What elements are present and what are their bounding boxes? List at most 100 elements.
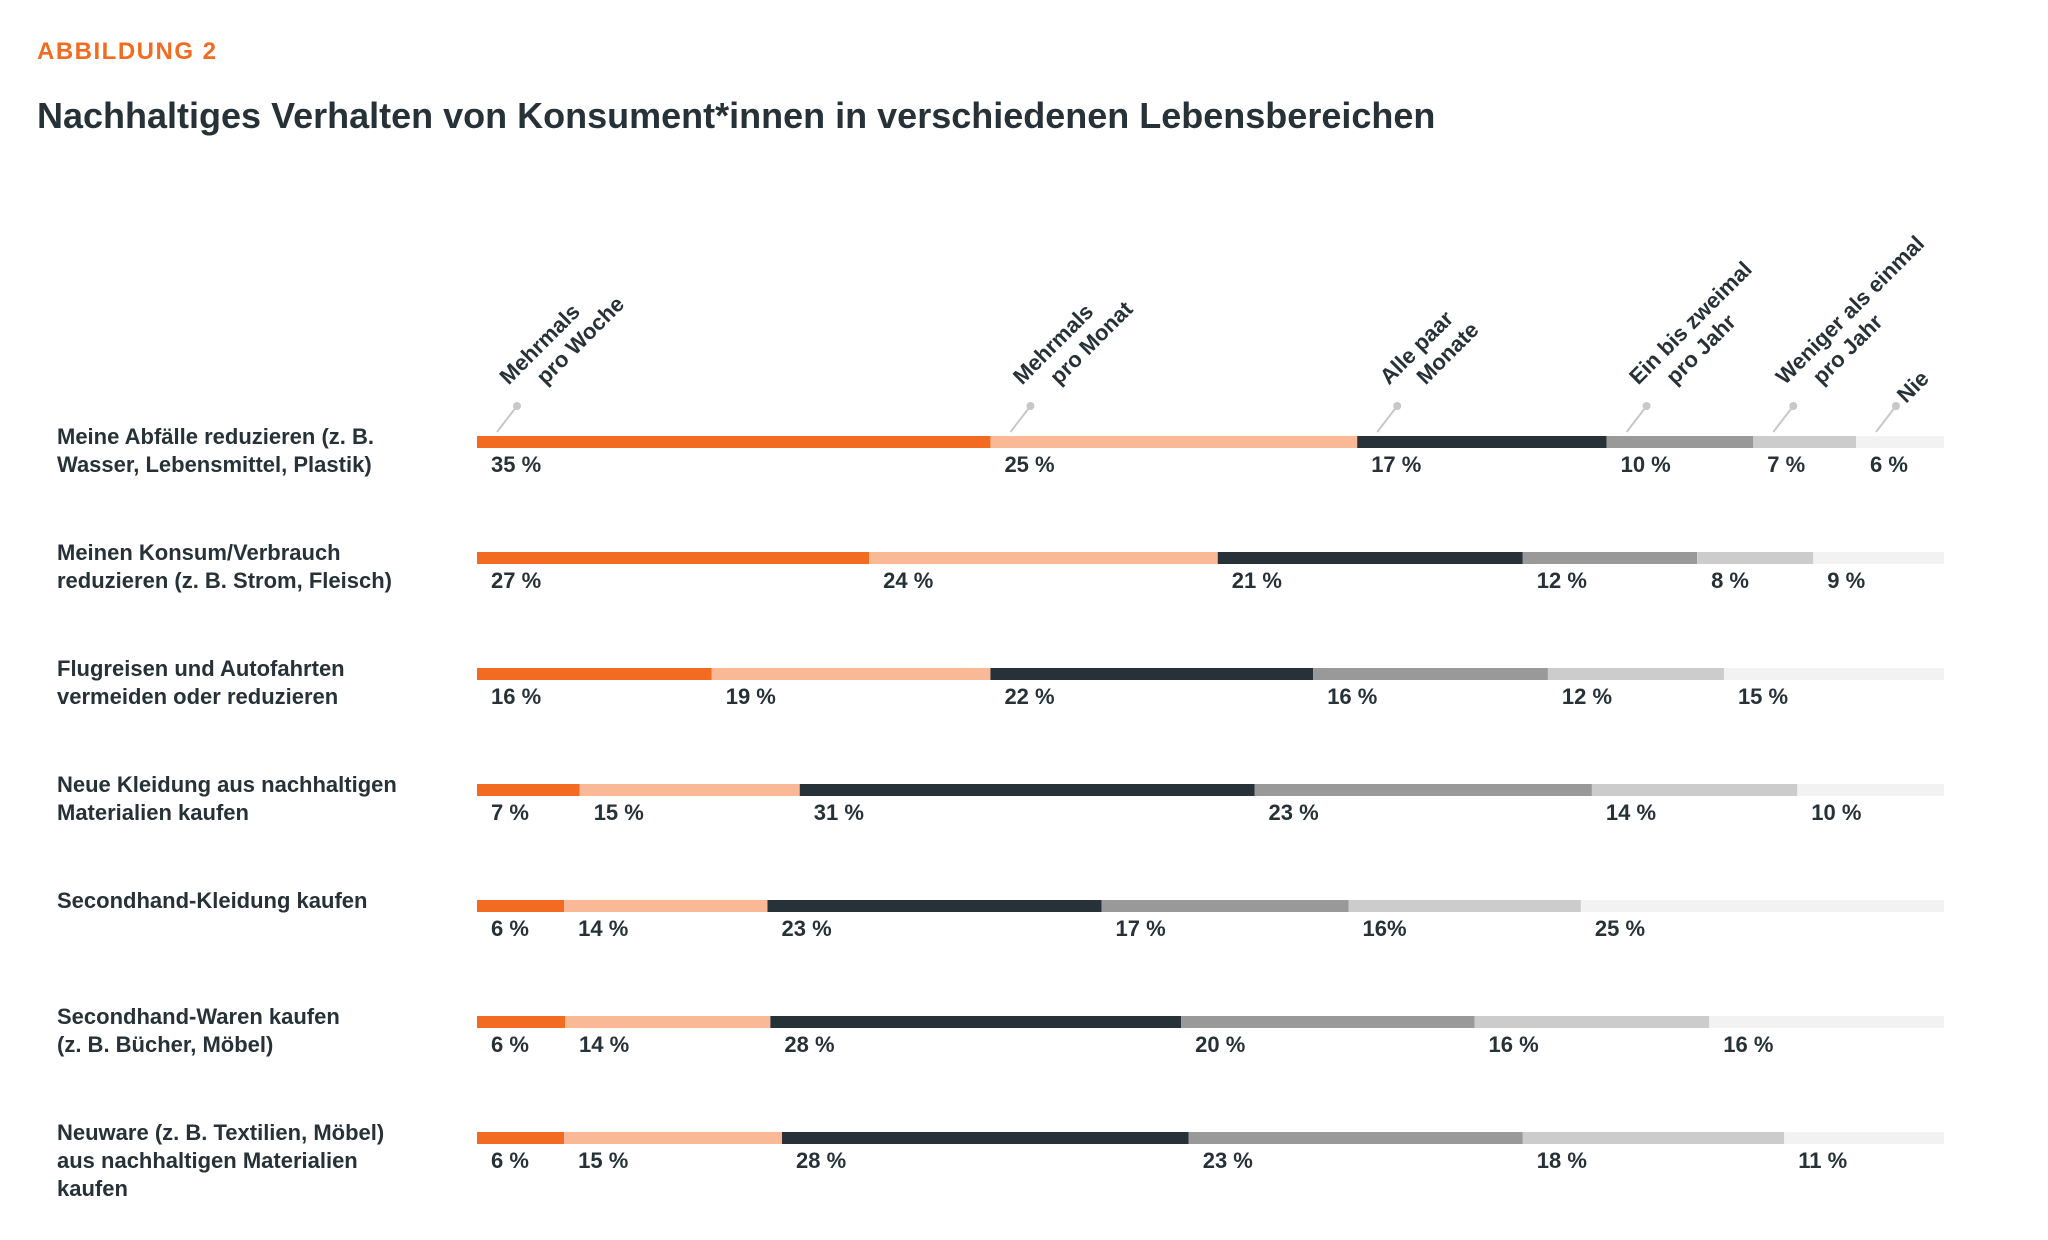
category-label: Secondhand-Kleidung kaufen — [57, 888, 367, 913]
category-label: Neue Kleidung aus nachhaltigen Materialie… — [57, 772, 397, 825]
bar-segment — [711, 668, 991, 680]
value-label: 12 % — [1537, 568, 1587, 593]
bar-segment — [1697, 552, 1814, 564]
value-label: 18 % — [1537, 1148, 1587, 1173]
bar-segment — [1580, 900, 1944, 912]
legend-label: Nie — [1892, 366, 1934, 408]
bar-segment — [477, 1016, 566, 1028]
bar-segment — [564, 900, 768, 912]
value-label: 7 % — [491, 800, 529, 825]
bar-segment — [1591, 784, 1798, 796]
value-label: 23 % — [782, 916, 832, 941]
legend-leader-line — [1625, 405, 1648, 433]
category-label: Secondhand-Waren kaufen (z. B. Bücher, Mö… — [57, 1004, 340, 1057]
legend-label-text: Ein bis zweimalpro Jahr — [1624, 256, 1775, 407]
value-label: 23 % — [1203, 1148, 1253, 1173]
legend-label: Ein bis zweimalpro Jahr — [1624, 256, 1775, 407]
bar-segment — [1753, 436, 1856, 448]
legend-leader-line — [1376, 405, 1398, 433]
value-label: 7 % — [1767, 452, 1805, 477]
legend-leader-line — [1772, 405, 1795, 433]
bar-segment — [1606, 436, 1754, 448]
bar-segment — [1474, 1016, 1710, 1028]
legend-leader-line — [1875, 405, 1897, 433]
value-label: 27 % — [491, 568, 541, 593]
chart-title: Nachhaltiges Verhalten von Konsument*inn… — [37, 95, 1436, 136]
bar-segment — [477, 668, 712, 680]
value-label: 24 % — [883, 568, 933, 593]
bar-segment — [477, 900, 565, 912]
bar-segment — [565, 1016, 771, 1028]
legend-leader-dot — [1789, 402, 1798, 410]
bar-segment — [1709, 1016, 1944, 1028]
value-label: 23 % — [1269, 800, 1319, 825]
legend-label-text: Mehrmalspro Woche — [494, 273, 629, 408]
legend-leader-line — [1009, 405, 1032, 433]
figure-label: ABBILDUNG 2 — [37, 38, 218, 65]
legend-leader-dot — [1642, 402, 1651, 410]
value-label: 15 % — [594, 800, 644, 825]
legend-label: Mehrmalspro Woche — [494, 273, 629, 408]
value-label: 21 % — [1232, 568, 1282, 593]
value-label: 10 % — [1621, 452, 1671, 477]
bar-segment — [1723, 668, 1944, 680]
bar-segment — [869, 552, 1218, 564]
category-label: Neuware (z. B. Textilien, Möbel) aus nach… — [57, 1120, 384, 1201]
value-label: 22 % — [1004, 684, 1054, 709]
bar-segment — [1188, 1132, 1523, 1144]
value-label: 16% — [1362, 916, 1406, 941]
value-label: 6 % — [491, 1032, 529, 1057]
bar-segment — [782, 1132, 1189, 1144]
value-label: 16 % — [1327, 684, 1377, 709]
value-label: 15 % — [1738, 684, 1788, 709]
bar-segment — [477, 552, 870, 564]
value-label: 11 % — [1798, 1148, 1847, 1173]
bar-segment — [1181, 1016, 1475, 1028]
bar-segment — [767, 900, 1102, 912]
value-label: 16 % — [491, 684, 541, 709]
category-label: Flugreisen und Autofahrten vermeiden oder… — [57, 656, 345, 709]
value-label: 19 % — [726, 684, 776, 709]
bar-segment — [564, 1132, 783, 1144]
bar-segment — [1547, 668, 1724, 680]
legend-leader-dot — [1026, 402, 1035, 410]
bar-segment — [1101, 900, 1349, 912]
value-label: 10 % — [1811, 800, 1861, 825]
legend-label-text: Mehrmalspro Monat — [1008, 277, 1138, 407]
bar-segment — [990, 436, 1358, 448]
legend-leader-dot — [1393, 402, 1402, 410]
legend-label: Alle paarMonate — [1375, 299, 1484, 408]
value-label: 20 % — [1195, 1032, 1245, 1057]
bar-segment — [1784, 1132, 1944, 1144]
category-label: Meinen Konsum/Verbrauch reduzieren (z. B.… — [57, 540, 392, 593]
bar-segment — [1797, 784, 1944, 796]
bar-segment — [579, 784, 800, 796]
legend-leader-dot — [513, 402, 521, 410]
bar-segment — [990, 668, 1314, 680]
bar-segment — [1357, 436, 1607, 448]
bar-segment — [1254, 784, 1592, 796]
legend-leader-dot — [1891, 402, 1900, 410]
bar-segment — [477, 436, 991, 448]
legend-label-text: Nie — [1892, 366, 1934, 408]
value-label: 15 % — [578, 1148, 628, 1173]
value-label: 17 % — [1116, 916, 1166, 941]
value-label: 16 % — [1723, 1032, 1773, 1057]
value-label: 28 % — [784, 1032, 834, 1057]
value-label: 6 % — [1870, 452, 1908, 477]
value-label: 16 % — [1489, 1032, 1539, 1057]
bar-segment — [477, 784, 580, 796]
value-label: 14 % — [579, 1032, 629, 1057]
value-label: 14 % — [1606, 800, 1656, 825]
bar-segment — [1348, 900, 1581, 912]
value-label: 9 % — [1827, 568, 1865, 593]
bar-segment — [1813, 552, 1944, 564]
value-label: 8 % — [1711, 568, 1749, 593]
value-label: 25 % — [1595, 916, 1645, 941]
value-label: 12 % — [1562, 684, 1612, 709]
bar-segment — [1217, 552, 1523, 564]
legend-label-text: Alle paarMonate — [1375, 299, 1484, 408]
bar-segment — [477, 1132, 565, 1144]
value-label: 25 % — [1004, 452, 1054, 477]
